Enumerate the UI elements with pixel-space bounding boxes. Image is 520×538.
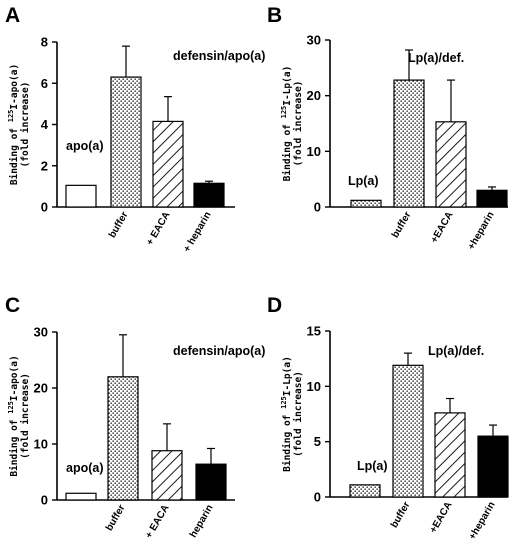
bar	[151, 450, 183, 501]
category-label: + heparin	[184, 503, 216, 538]
y-tick-label: 8	[41, 35, 48, 50]
y-axis-label: Binding of 125I-Lp(a)(fold increase)	[280, 356, 304, 472]
bar	[110, 76, 142, 208]
category-label: +heparin	[467, 500, 498, 538]
y-tick-label: 20	[307, 88, 321, 103]
y-tick-label: 0	[314, 200, 321, 215]
annotation-label: apo(a)	[66, 139, 104, 153]
y-tick-label: 15	[307, 324, 321, 339]
y-axis-label: Binding of 125I-Lp(a)(fold increase)	[280, 66, 304, 182]
annotation-label: Lp(a)/def.	[408, 51, 464, 65]
y-tick-label: 30	[34, 325, 48, 340]
y-tick-label: 5	[314, 434, 321, 449]
bar	[152, 120, 184, 208]
category-label: buffer	[390, 210, 414, 240]
y-tick-label: 10	[307, 379, 321, 394]
category-label: +EACA	[429, 210, 456, 245]
bar	[393, 79, 425, 208]
y-tick-label: 10	[307, 144, 321, 159]
bar	[107, 376, 139, 501]
category-label: +EACA	[428, 500, 455, 535]
bar	[350, 199, 382, 208]
panel-letter: D	[267, 294, 282, 317]
bar	[476, 189, 508, 208]
category-label: buffer	[389, 500, 413, 530]
bar	[65, 184, 97, 208]
y-tick-label: 0	[41, 493, 48, 508]
annotation-label: Lp(a)	[348, 174, 379, 188]
y-tick-label: 0	[41, 200, 48, 215]
y-tick-label: 10	[34, 437, 48, 452]
annotation-label: apo(a)	[66, 461, 104, 475]
bar	[195, 463, 227, 501]
annotation-label: Lp(a)/def.	[428, 344, 484, 358]
bar	[65, 492, 97, 501]
category-label: + EACA	[144, 503, 172, 538]
y-tick-label: 6	[41, 76, 48, 91]
y-axis-label: Binding of 125I-apo(a)(fold increase)	[7, 64, 31, 185]
category-label: + heparin	[182, 210, 214, 254]
y-axis-label: Binding of 125I-apo(a)(fold increase)	[7, 355, 31, 476]
annotation-label: defensin/apo(a)	[173, 49, 265, 63]
bar	[477, 435, 509, 498]
bar	[392, 364, 424, 498]
y-tick-label: 0	[314, 490, 321, 505]
y-tick-label: 20	[34, 381, 48, 396]
y-tick-label: 30	[307, 33, 321, 48]
panel-letter: A	[5, 4, 20, 27]
y-tick-label: 4	[41, 117, 49, 132]
category-label: buffer	[104, 503, 128, 533]
annotation-label: defensin/apo(a)	[173, 344, 265, 358]
panel-letter: C	[5, 294, 20, 317]
category-label: buffer	[107, 210, 131, 240]
bar	[349, 484, 381, 498]
annotation-label: Lp(a)	[357, 459, 388, 473]
bar	[435, 121, 467, 208]
panel-B: B 0 10 20 30 Binding of 125I-Lp(a)(fold incre…	[267, 4, 508, 252]
bar	[434, 412, 466, 498]
panel-A: A 0 2 4 6 8 Binding of 125I-apo(a)(fold increa…	[5, 4, 265, 254]
panel-D: D 0 5 10 15 Binding of 125I-Lp(a)(fold increa…	[267, 294, 509, 538]
panel-letter: B	[267, 4, 282, 27]
category-label: + EACA	[145, 210, 173, 248]
category-label: +heparin	[466, 210, 497, 252]
y-tick-label: 2	[41, 158, 48, 173]
bar	[193, 182, 225, 208]
